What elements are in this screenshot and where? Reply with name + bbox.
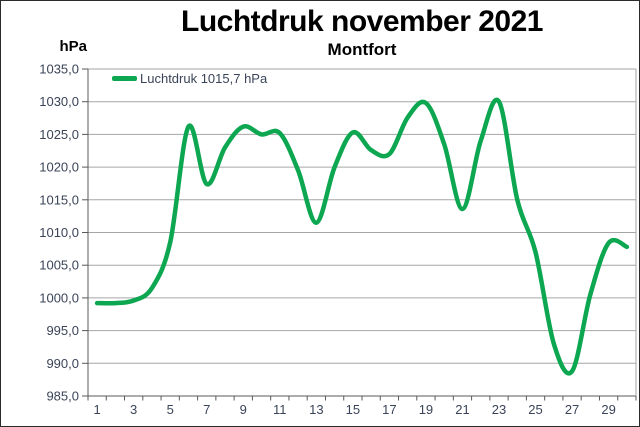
x-tick-label: 29 bbox=[601, 402, 615, 417]
legend-line-swatch bbox=[112, 76, 137, 81]
x-tick-label: 9 bbox=[240, 402, 247, 417]
y-tick-label: 1030,0 bbox=[39, 94, 79, 109]
x-tick-label: 5 bbox=[167, 402, 174, 417]
x-tick-label: 25 bbox=[528, 402, 542, 417]
y-axis-unit-label: hPa bbox=[59, 38, 87, 55]
x-tick-label: 3 bbox=[130, 402, 137, 417]
y-tick-label: 985,0 bbox=[46, 389, 79, 404]
x-tick-label: 11 bbox=[273, 402, 287, 417]
chart-title: Luchtdruk november 2021 bbox=[181, 5, 543, 38]
x-tick-label: 21 bbox=[455, 402, 469, 417]
x-tick-label: 17 bbox=[382, 402, 396, 417]
x-tick-label: 13 bbox=[309, 402, 323, 417]
legend: Luchtdruk 1015,7 hPa bbox=[112, 71, 267, 86]
y-tick-label: 1035,0 bbox=[39, 62, 79, 77]
x-tick-label: 19 bbox=[419, 402, 433, 417]
y-tick-label: 1005,0 bbox=[39, 258, 79, 273]
y-tick-label: 1010,0 bbox=[39, 225, 79, 240]
y-tick-label: 990,0 bbox=[46, 356, 79, 371]
legend-label: Luchtdruk 1015,7 hPa bbox=[140, 71, 268, 86]
y-tick-label: 1000,0 bbox=[39, 290, 79, 305]
x-tick-label: 27 bbox=[565, 402, 579, 417]
x-tick-label: 7 bbox=[203, 402, 210, 417]
y-tick-label: 1025,0 bbox=[39, 127, 79, 142]
x-tick-label: 23 bbox=[492, 402, 506, 417]
chart-subtitle: Montfort bbox=[327, 40, 397, 59]
x-tick-label: 1 bbox=[94, 402, 101, 417]
y-tick-label: 1015,0 bbox=[39, 192, 79, 207]
pressure-line-series bbox=[94, 97, 630, 376]
x-tick-label: 15 bbox=[346, 402, 360, 417]
y-tick-label: 995,0 bbox=[46, 323, 79, 338]
y-tick-label: 1020,0 bbox=[39, 160, 79, 175]
